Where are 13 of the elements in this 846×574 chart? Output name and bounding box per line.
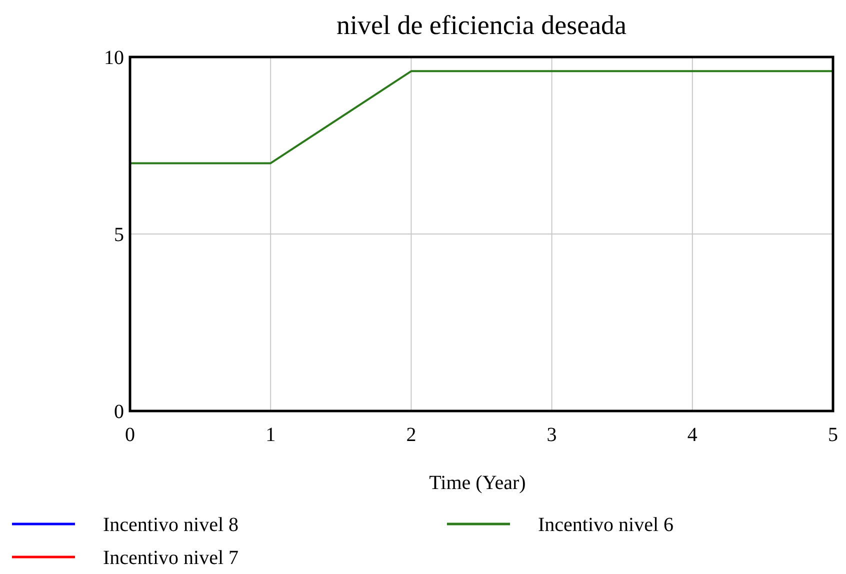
y-tick-label: 10 xyxy=(104,47,124,69)
x-tick-label: 4 xyxy=(687,424,698,446)
legend-label: Incentivo nivel 6 xyxy=(538,514,674,536)
legend-label: Incentivo nivel 8 xyxy=(103,514,239,536)
chart-title: nivel de eficiencia deseada xyxy=(336,10,627,40)
y-tick-label: 5 xyxy=(114,224,124,246)
x-tick-label: 2 xyxy=(406,424,416,446)
x-axis-title: Time (Year) xyxy=(429,472,526,494)
legend-label: Incentivo nivel 7 xyxy=(103,547,239,569)
y-tick-label: 0 xyxy=(114,401,124,423)
x-tick-label: 5 xyxy=(828,424,838,446)
x-tick-label: 3 xyxy=(546,424,557,446)
x-tick-label: 1 xyxy=(266,424,276,446)
